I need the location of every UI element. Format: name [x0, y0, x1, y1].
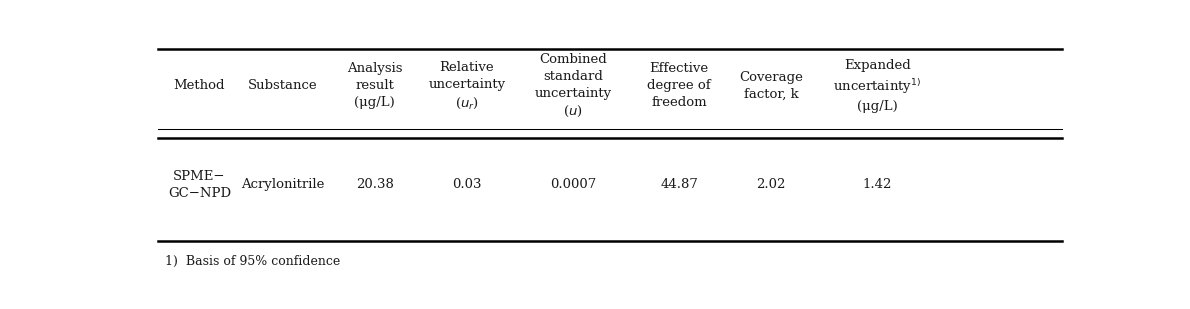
Text: Substance: Substance — [248, 79, 318, 92]
Text: Method: Method — [174, 79, 225, 92]
Text: Expanded
uncertainty$^{1)}$
(μg/L): Expanded uncertainty$^{1)}$ (μg/L) — [833, 59, 921, 113]
Text: 0.0007: 0.0007 — [550, 178, 596, 191]
Text: Combined
standard
uncertainty
($u$): Combined standard uncertainty ($u$) — [534, 53, 612, 119]
Text: Analysis
result
(μg/L): Analysis result (μg/L) — [347, 62, 402, 109]
Text: Acrylonitrile: Acrylonitrile — [240, 178, 324, 191]
Text: SPME−
GC−NPD: SPME− GC−NPD — [168, 170, 231, 200]
Text: 0.03: 0.03 — [452, 178, 482, 191]
Text: 44.87: 44.87 — [660, 178, 699, 191]
Text: Coverage
factor, k: Coverage factor, k — [739, 71, 803, 101]
Text: Effective
degree of
freedom: Effective degree of freedom — [647, 62, 710, 109]
Text: 20.38: 20.38 — [356, 178, 394, 191]
Text: 1.42: 1.42 — [863, 178, 892, 191]
Text: 1)  Basis of 95% confidence: 1) Basis of 95% confidence — [165, 256, 340, 269]
Text: Relative
uncertainty
($u_r$): Relative uncertainty ($u_r$) — [428, 61, 506, 111]
Text: 2.02: 2.02 — [757, 178, 785, 191]
